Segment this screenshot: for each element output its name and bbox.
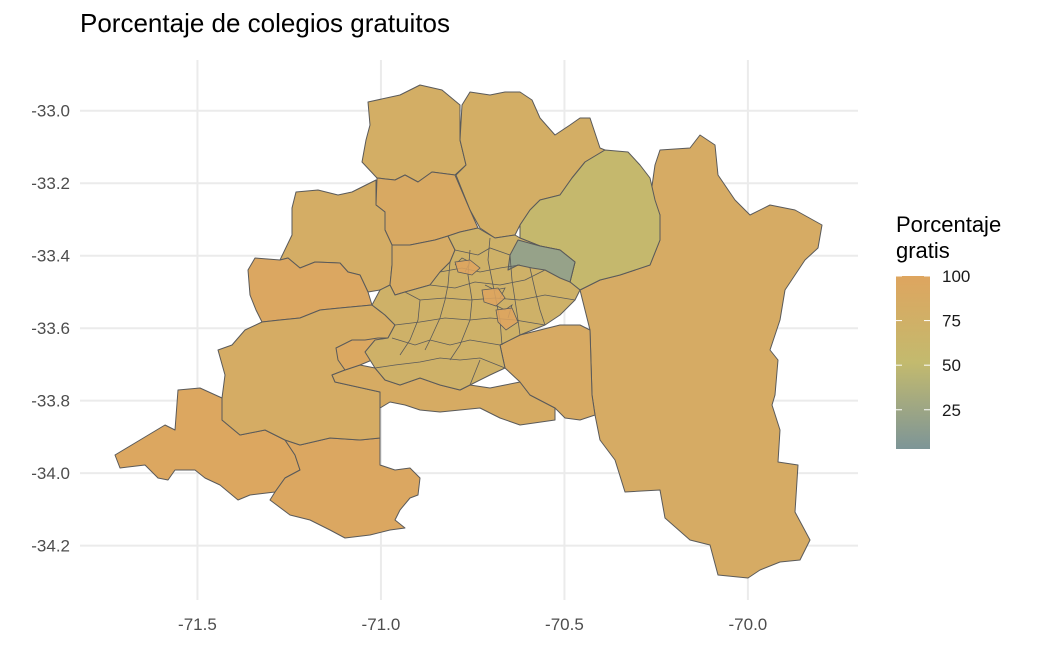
commune-boundary-13 xyxy=(529,267,546,326)
region-cordillera-east xyxy=(579,134,823,579)
region-layer xyxy=(114,84,823,579)
region-south xyxy=(269,437,421,539)
y-tick-label: -33.2 xyxy=(31,174,70,193)
commune-boundary-4 xyxy=(404,291,576,301)
legend-tick-label: 25 xyxy=(942,401,961,420)
x-tick-label: -71.0 xyxy=(362,615,401,634)
legend-tick-label: 100 xyxy=(942,267,970,286)
commune-accent-3 xyxy=(495,307,519,331)
region-south-east xyxy=(499,324,596,421)
commune-boundary-11 xyxy=(424,261,451,351)
commune-boundary-14 xyxy=(469,359,481,386)
x-tick-label: -70.5 xyxy=(545,615,584,634)
y-tick-label: -33.4 xyxy=(31,247,70,266)
commune-accent-1 xyxy=(454,259,481,276)
map-title: Porcentaje de colegios gratuitos xyxy=(80,8,451,38)
axes: -71.5 -71.0 -70.5 -70.0 -33.0 -33.2 -33.4 -33.6… xyxy=(31,102,767,634)
high-percentage-communes xyxy=(454,259,519,331)
y-tick-label: -33.6 xyxy=(31,319,70,338)
commune-boundary-1 xyxy=(454,247,511,256)
legend-ticks: 100 75 50 25 xyxy=(896,267,970,420)
commune-boundary-12 xyxy=(399,299,421,356)
legend-tick-label: 75 xyxy=(942,312,961,331)
commune-accent-2 xyxy=(481,287,506,307)
y-tick-label: -34.2 xyxy=(31,537,70,556)
y-tick-label: -33.8 xyxy=(31,392,70,411)
legend-title-line-2: gratis xyxy=(896,238,950,263)
y-tick-label: -33.0 xyxy=(31,102,70,121)
y-tick-label: -34.0 xyxy=(31,464,70,483)
legend-colorbar xyxy=(896,276,930,449)
region-upper-east xyxy=(507,239,576,283)
legend-tick-label: 50 xyxy=(942,356,961,375)
legend-title-line-1: Porcentaje xyxy=(896,212,1001,237)
x-tick-label: -70.0 xyxy=(729,615,768,634)
legend: Porcentaje gratis 100 75 50 25 xyxy=(896,212,1001,449)
region-north-west xyxy=(361,84,467,183)
commune-boundary-7 xyxy=(374,357,506,369)
commune-boundary-10 xyxy=(509,254,521,336)
commune-boundary-3 xyxy=(429,269,546,289)
x-tick-label: -71.5 xyxy=(178,615,217,634)
commune-boundary-6 xyxy=(391,337,501,346)
commune-boundary-2 xyxy=(439,264,521,273)
